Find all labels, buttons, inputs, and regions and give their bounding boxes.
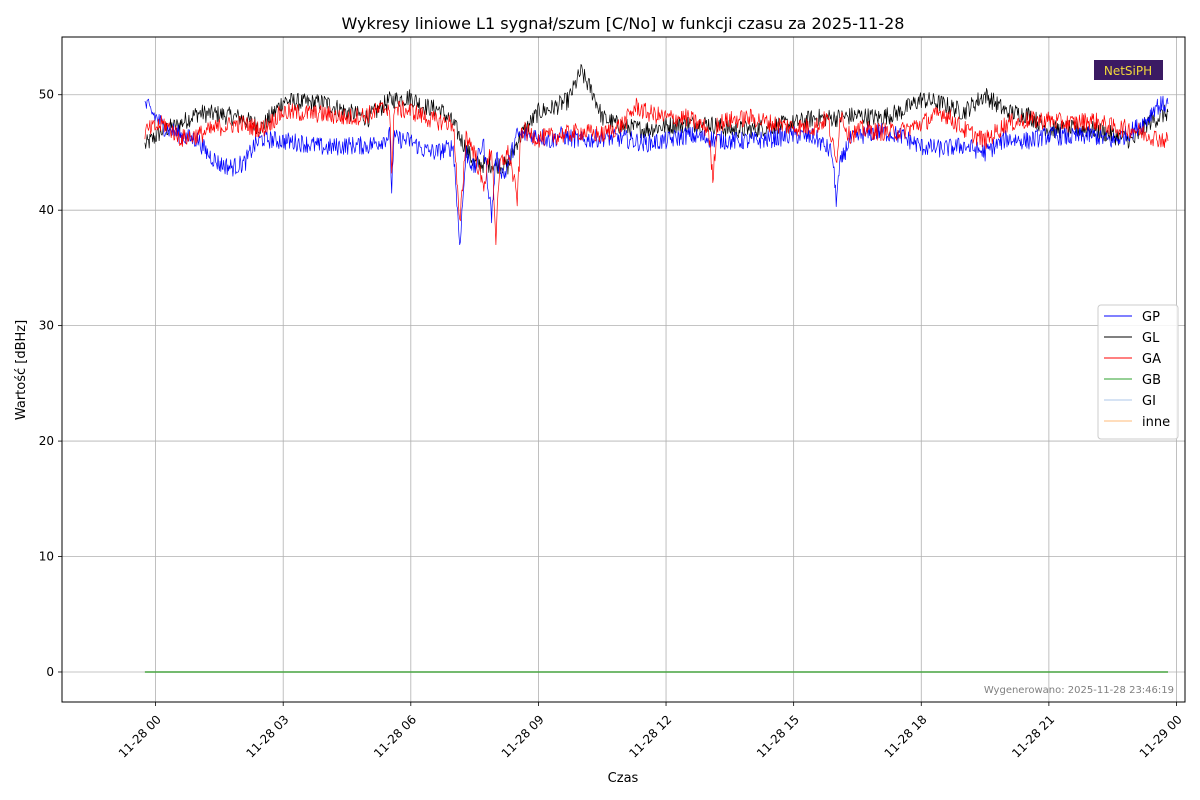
legend-label-inne: inne <box>1142 415 1170 430</box>
y-tick-label: 30 <box>39 319 54 333</box>
legend: GP GL GA GB GI inne <box>1097 304 1179 440</box>
series-line-ga <box>144 97 1169 246</box>
legend-label-gp: GP <box>1142 310 1160 325</box>
legend-box <box>1097 304 1179 440</box>
legend-label-ga: GA <box>1142 352 1161 367</box>
netsiph-logo: NetSiPH <box>1094 60 1163 80</box>
logo-text: NetSiPH <box>1104 64 1152 78</box>
y-tick-label: 0 <box>46 665 54 679</box>
logo-background <box>1094 60 1163 80</box>
generated-timestamp: Wygenerowano: 2025-11-28 23:46:19 <box>984 685 1174 696</box>
legend-label-gl: GL <box>1142 331 1160 346</box>
series-line-gp <box>144 95 1169 246</box>
y-tick-label: 10 <box>39 550 54 564</box>
x-axis-label: Czas <box>608 771 639 786</box>
y-tick-label: 50 <box>39 88 54 102</box>
y-axis-label: Wartość [dBHz] <box>14 320 29 420</box>
legend-label-gi: GI <box>1142 394 1156 409</box>
chart-title: Wykresy liniowe L1 sygnał/szum [C/No] w … <box>342 14 905 33</box>
y-tick-label: 20 <box>39 434 54 448</box>
series-line-gl <box>144 64 1169 175</box>
legend-label-gb: GB <box>1142 373 1161 388</box>
series-layer <box>144 64 1169 673</box>
y-tick-label: 40 <box>39 203 54 217</box>
plot-frame <box>61 36 1186 703</box>
